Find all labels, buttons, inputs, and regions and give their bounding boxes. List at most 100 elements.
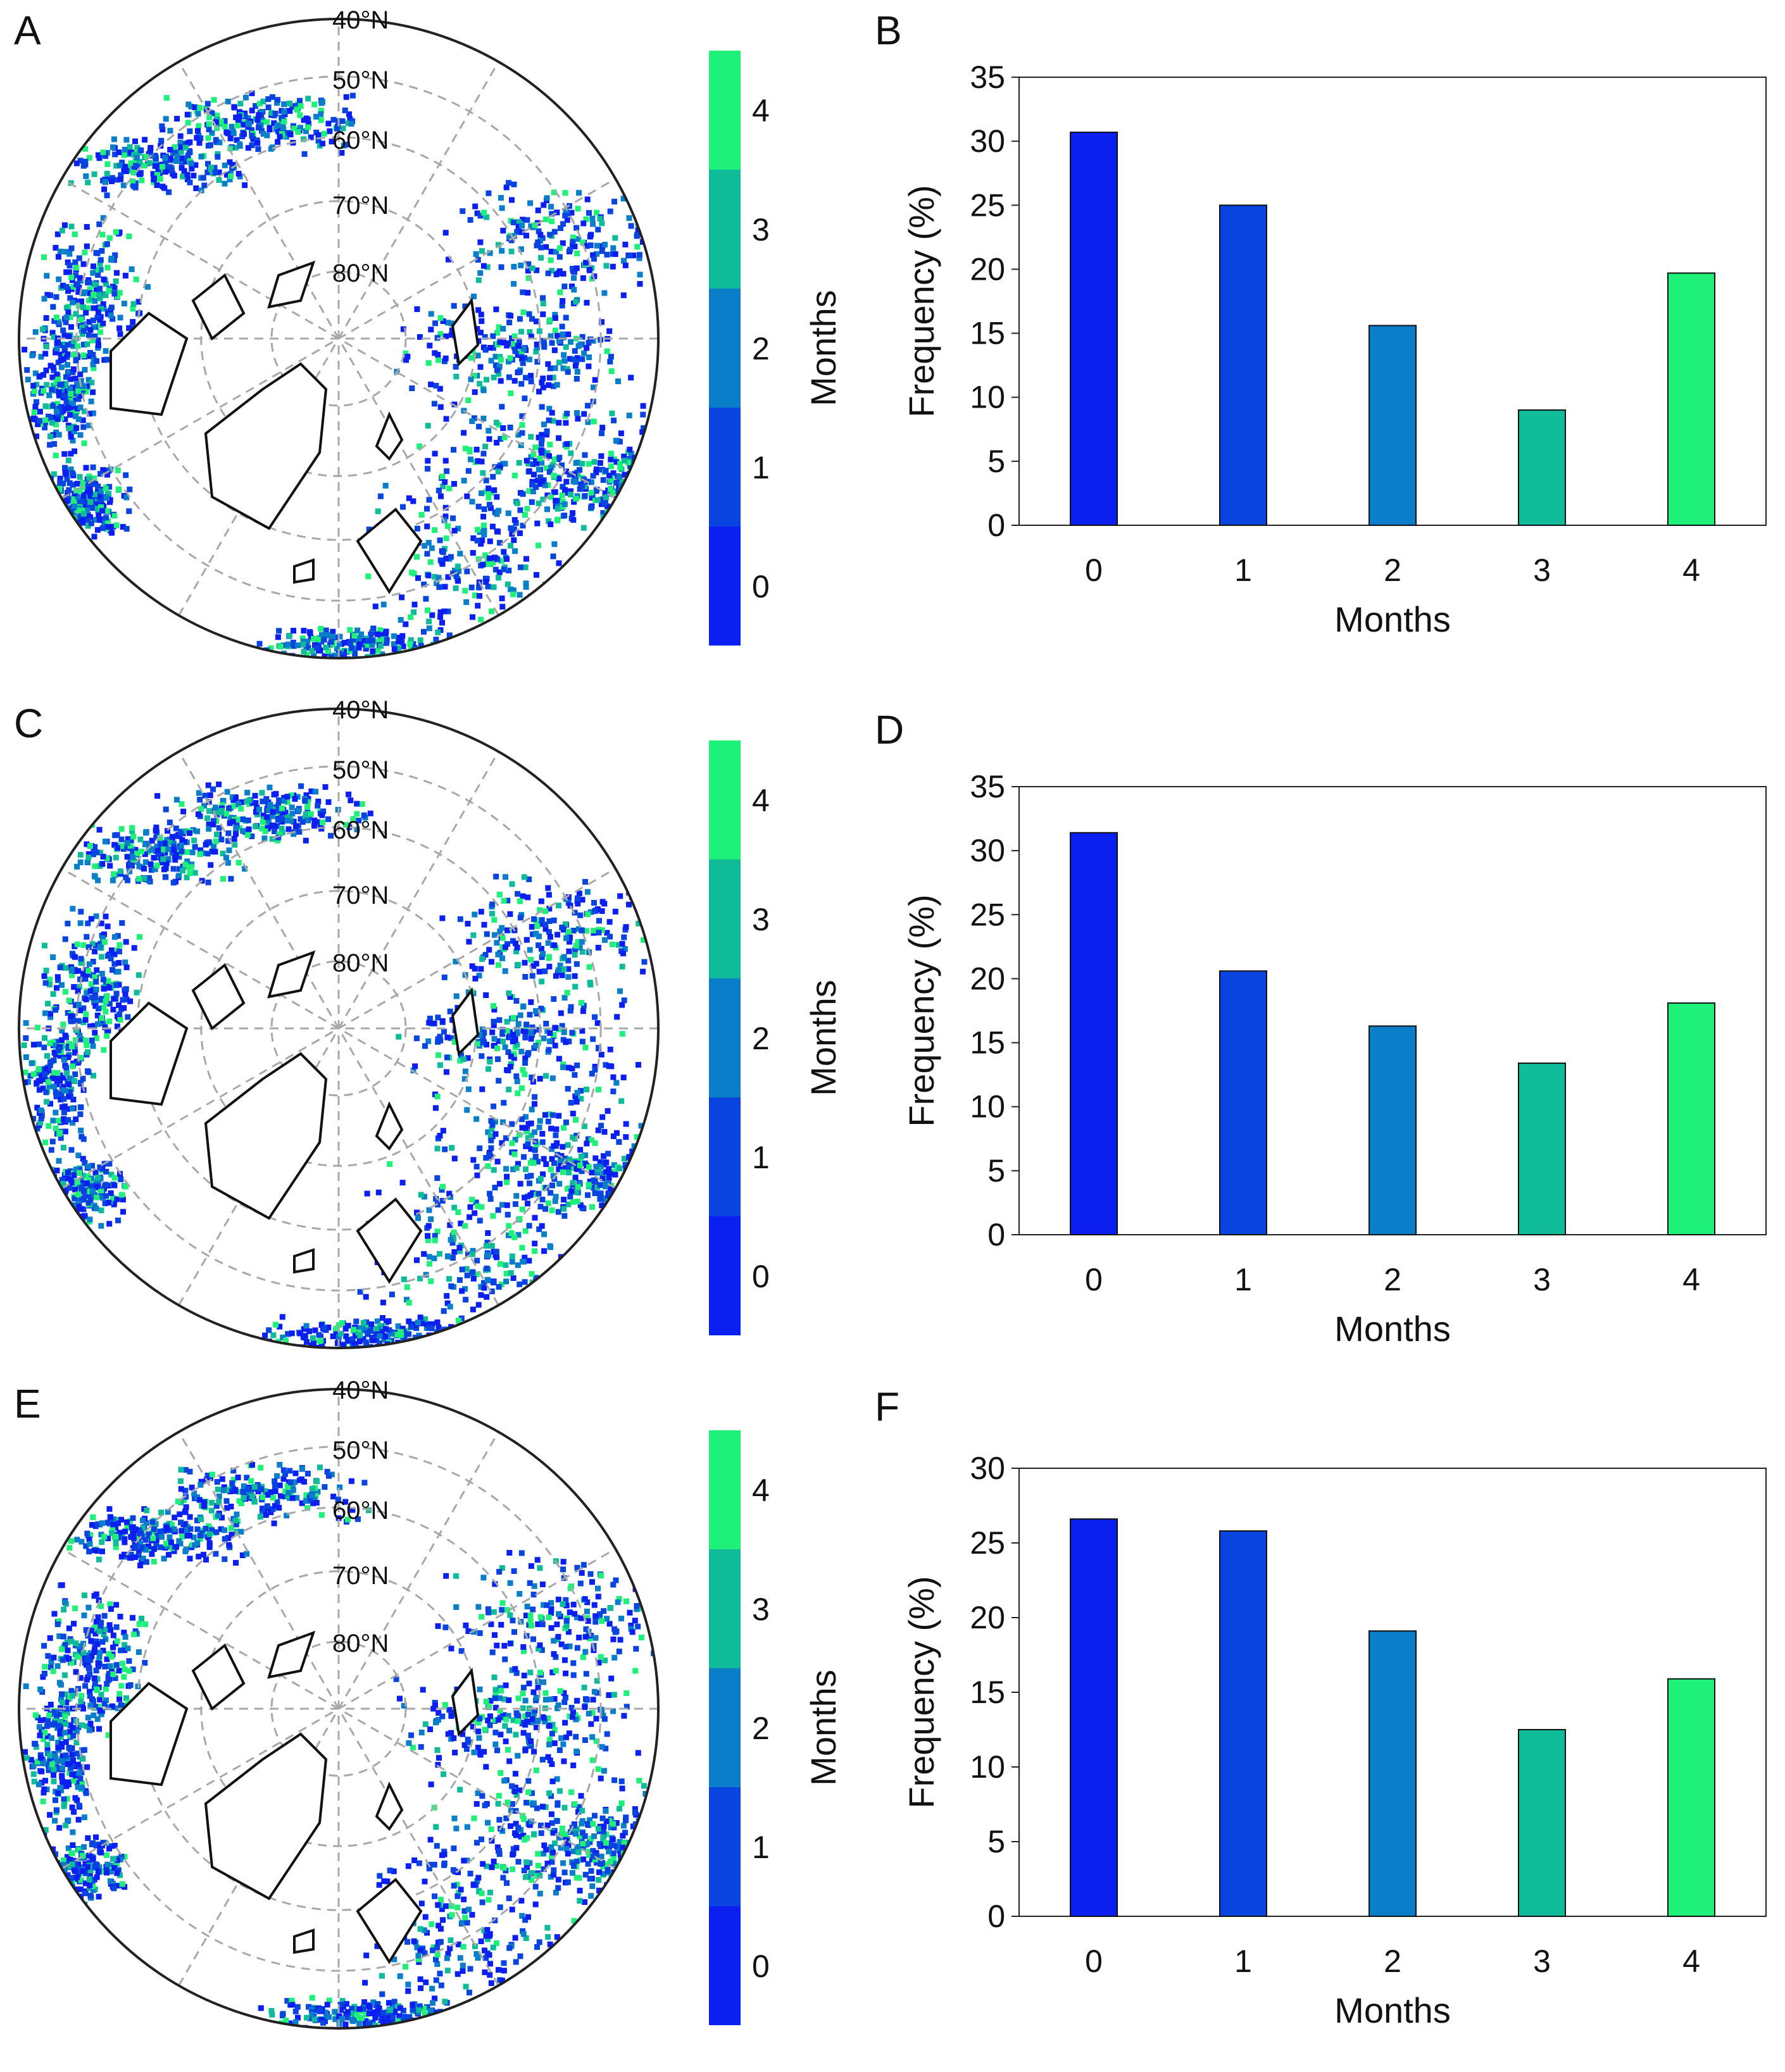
map-pixel <box>93 286 99 292</box>
map-pixel <box>179 155 185 161</box>
map-pixel <box>561 501 568 508</box>
map-pixel <box>80 942 87 948</box>
map-pixel <box>41 1736 47 1742</box>
map-pixel <box>504 1302 511 1308</box>
map-pixel <box>226 806 232 811</box>
map-pixel <box>586 1849 591 1855</box>
map-pixel <box>44 292 51 298</box>
map-pixel <box>501 434 508 440</box>
map-pixel <box>584 1599 591 1606</box>
map-pixel <box>102 1200 108 1206</box>
map-pixel <box>556 476 562 482</box>
map-pixel <box>475 257 481 263</box>
map-pixel <box>635 1181 641 1187</box>
map-pixel <box>584 345 590 351</box>
map-pixel <box>634 233 640 239</box>
map-pixel <box>528 1563 534 1569</box>
map-pixel <box>620 1075 627 1080</box>
map-pixel <box>93 1206 99 1212</box>
map-pixel <box>142 851 148 858</box>
map-pixel <box>573 225 580 231</box>
map-pixel <box>479 1053 485 1059</box>
map-pixel <box>168 155 173 161</box>
map-pixel <box>159 164 165 170</box>
map-pixel <box>598 1190 603 1197</box>
map-pixel <box>458 1220 464 1226</box>
map-pixel <box>470 1275 477 1282</box>
map-pixel <box>453 585 459 591</box>
map-pixel <box>432 451 438 457</box>
map-pixel <box>92 491 98 497</box>
map-pixel <box>52 1193 58 1199</box>
map-pixel <box>506 1223 512 1229</box>
map-pixel <box>646 473 652 479</box>
map-pixel <box>289 104 296 110</box>
map-pixel <box>641 959 648 965</box>
map-pixel <box>213 137 219 143</box>
map-pixel <box>480 415 487 421</box>
map-pixel <box>77 1008 84 1013</box>
map-pixel <box>445 608 451 615</box>
map-pixel <box>170 880 177 886</box>
map-pixel <box>636 486 642 492</box>
map-pixel <box>84 224 90 230</box>
map-pixel <box>65 342 71 348</box>
map-pixel <box>291 831 297 837</box>
map-pixel <box>509 881 515 887</box>
map-pixel <box>580 525 587 531</box>
map-pixel <box>235 171 242 177</box>
map-pixel <box>546 929 552 935</box>
map-pixel <box>297 97 303 104</box>
map-pixel <box>65 1170 71 1176</box>
map-pixel <box>453 373 460 380</box>
map-pixel <box>104 265 111 271</box>
map-pixel <box>570 356 577 363</box>
map-pixel <box>520 1003 527 1009</box>
map-pixel <box>281 795 287 801</box>
map-pixel <box>408 637 414 643</box>
map-pixel <box>656 217 658 223</box>
map-pixel <box>309 648 315 654</box>
map-pixel <box>566 1039 572 1044</box>
map-pixel <box>659 494 665 499</box>
map-pixel <box>531 916 537 922</box>
map-pixel <box>442 458 449 464</box>
map-pixel <box>465 1251 471 1258</box>
map-pixel <box>78 1081 84 1087</box>
map-pixel <box>551 228 558 235</box>
map-pixel <box>82 408 87 415</box>
map-pixel <box>78 909 84 915</box>
map-pixel <box>75 388 82 394</box>
map-pixel <box>98 1223 104 1229</box>
map-pixel <box>132 138 138 144</box>
map-pixel <box>636 1193 642 1199</box>
map-pixel <box>311 823 317 829</box>
map-pixel <box>302 798 308 804</box>
map-pixel <box>471 415 477 421</box>
map-pixel <box>597 1182 603 1188</box>
map-pixel <box>152 866 158 872</box>
map-pixel <box>492 1741 499 1747</box>
map-pixel <box>542 482 548 489</box>
map-pixel <box>458 1332 465 1338</box>
map-pixel <box>643 1145 649 1152</box>
map-pixel <box>689 506 694 512</box>
map-pixel <box>51 471 57 477</box>
map-pixel <box>510 1275 517 1281</box>
map-pixel <box>598 1123 604 1129</box>
map-pixel <box>260 819 266 825</box>
map-pixel <box>567 902 573 909</box>
map-pixel <box>606 328 613 334</box>
map-pixel <box>484 214 490 220</box>
map-pixel <box>116 1002 122 1008</box>
map-pixel <box>94 849 100 856</box>
map-pixel <box>499 205 505 211</box>
map-pixel <box>38 1115 44 1121</box>
map-pixel <box>533 460 539 466</box>
map-pixel <box>613 437 619 444</box>
map-pixel <box>556 268 563 274</box>
map-pixel <box>122 1539 128 1545</box>
map-pixel <box>385 1318 392 1324</box>
map-pixel <box>184 172 191 178</box>
map-pixel <box>319 812 325 818</box>
